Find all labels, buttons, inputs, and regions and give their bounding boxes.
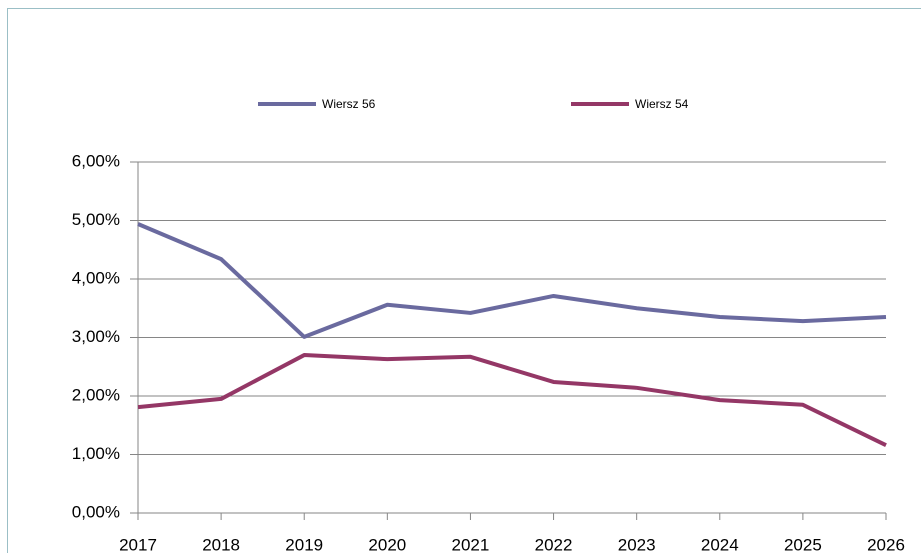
y-tick-label: 5,00% (72, 210, 120, 229)
line-series (137, 222, 887, 339)
y-tick-label: 0,00% (72, 502, 120, 521)
x-tick-label: 2019 (285, 535, 323, 553)
legend-label: Wiersz 56 (322, 97, 376, 111)
x-tick-label: 2024 (701, 535, 739, 553)
y-tick-label: 2,00% (72, 385, 120, 404)
x-tick-label: 2026 (867, 535, 905, 553)
legend-label: Wiersz 54 (635, 97, 689, 111)
line-series (137, 353, 887, 447)
x-tick-label: 2023 (618, 535, 656, 553)
y-tick-label: 6,00% (72, 151, 120, 170)
x-tick-label: 2022 (535, 535, 573, 553)
x-tick-label: 2020 (368, 535, 406, 553)
x-tick-label: 2017 (119, 535, 157, 553)
x-tick-label: 2025 (784, 535, 822, 553)
y-tick-label: 1,00% (72, 444, 120, 463)
x-tick-label: 2018 (202, 535, 240, 553)
chart-frame (7, 8, 921, 553)
x-tick-label: 2021 (452, 535, 490, 553)
y-tick-label: 4,00% (72, 268, 120, 287)
y-tick-label: 3,00% (72, 327, 120, 346)
